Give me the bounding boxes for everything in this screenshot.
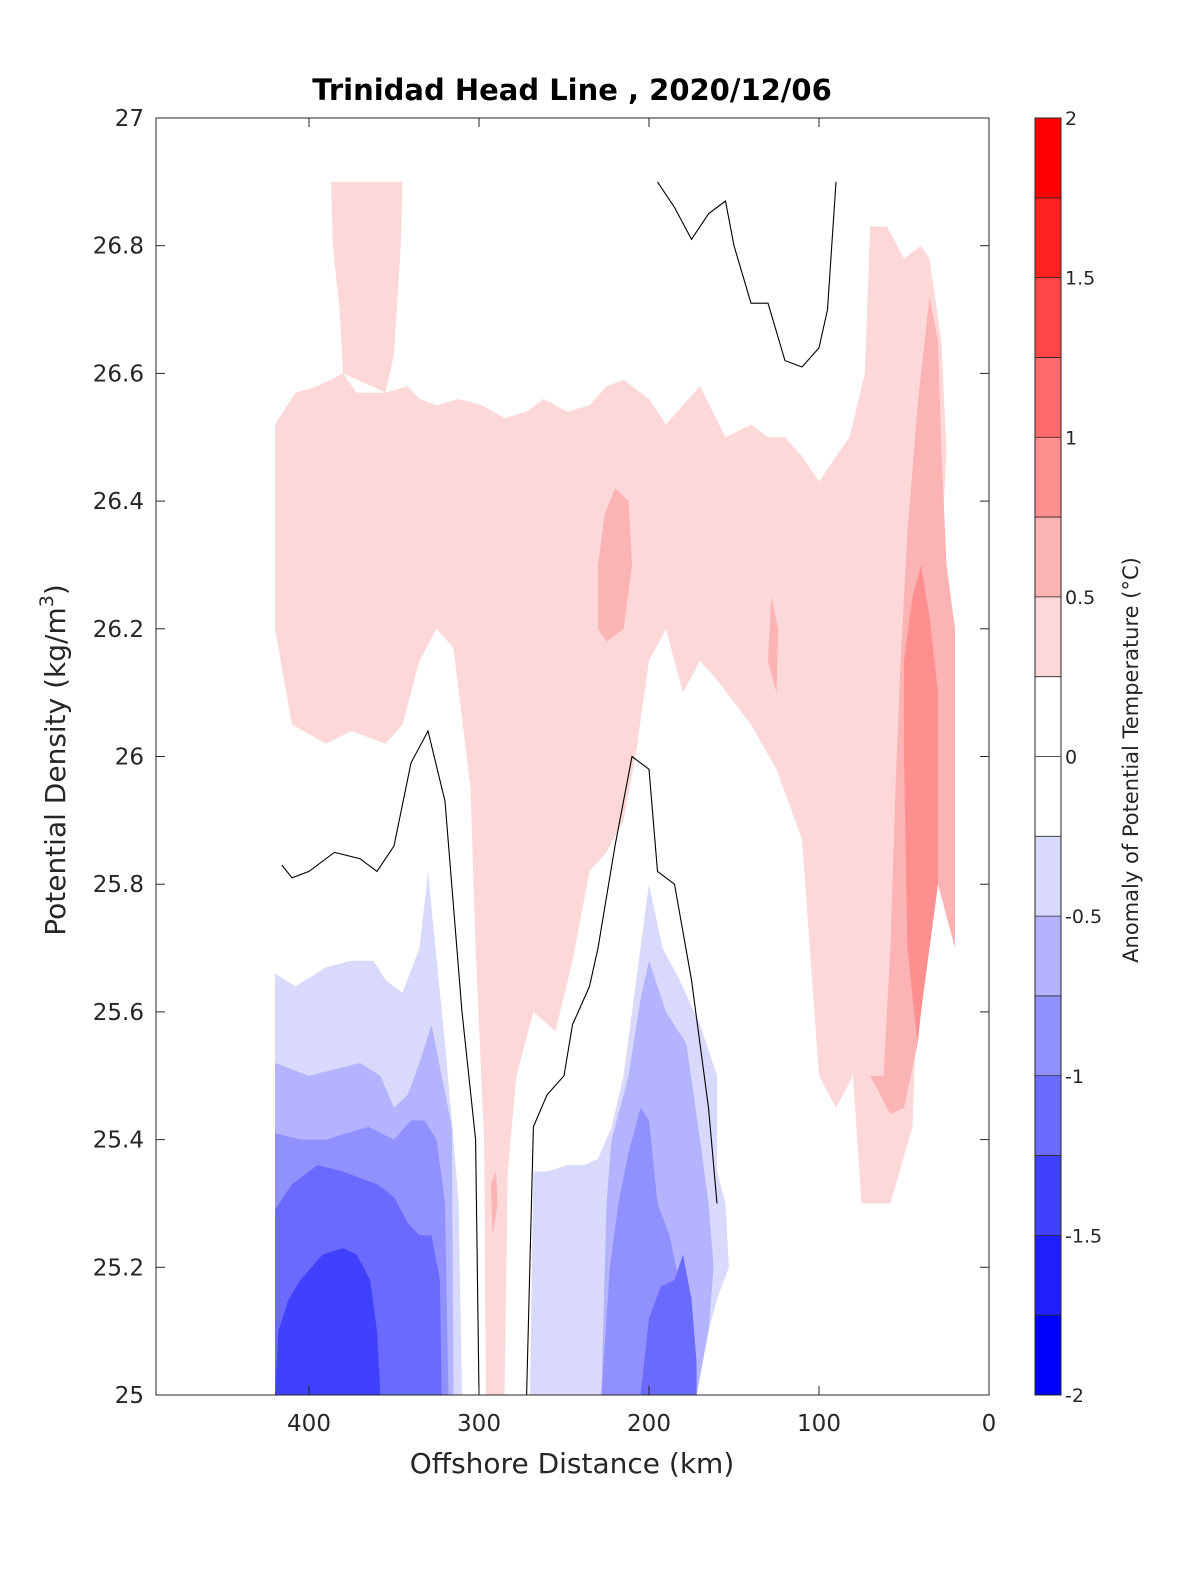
y-tick-label: 25.8: [93, 872, 144, 898]
y-tick-label: 26: [115, 745, 144, 771]
zero-contour-line-2: [657, 181, 837, 368]
y-axis-title-close: ): [39, 584, 72, 595]
colorbar-tick-label: -0.5: [1065, 906, 1102, 928]
colorbar-bands: [1035, 118, 1061, 1396]
colorbar-tick-label: 0: [1065, 747, 1077, 769]
colorbar-frame: [1034, 117, 1062, 1396]
colorbar-tick-label: 1.5: [1065, 268, 1095, 290]
colorbar-band: [1035, 836, 1061, 917]
colorbar-band: [1035, 517, 1061, 598]
x-tick-label: 300: [457, 1411, 501, 1437]
y-tick-label: 25.4: [93, 1128, 144, 1154]
y-tick-label: 27: [115, 106, 144, 132]
colorbar-band: [1035, 1075, 1061, 1157]
colorbar-title: Anomaly of Potential Temperature (°C): [1119, 557, 1143, 963]
y-tick-label: 25.6: [93, 1000, 144, 1026]
x-tick-label: 0: [982, 1411, 997, 1437]
colorbar-tick-label: -1: [1065, 1066, 1084, 1088]
contour-region-1: [819, 839, 870, 1012]
colorbar-tick-label: -2: [1065, 1385, 1084, 1407]
y-axis-title-main: Potential Density (kg/m: [39, 607, 72, 936]
y-tick-label: 25: [115, 1383, 144, 1409]
y-tick-label: 25.2: [93, 1255, 144, 1281]
contour-region-5: [490, 1171, 498, 1236]
zero-contour-line-1: [526, 755, 718, 1396]
x-tick-label: 200: [627, 1411, 671, 1437]
colorbar-tick-label: 1: [1065, 427, 1077, 449]
zero-contour-layer: [281, 181, 837, 1396]
colorbar-band: [1035, 357, 1061, 438]
colorbar-tick-label: 0.5: [1065, 587, 1095, 609]
y-axis-title: Potential Density (kg/m3): [36, 584, 72, 936]
colorbar-band: [1035, 1315, 1061, 1396]
contour-fill-layer: [275, 181, 955, 1395]
contour-region-6: [904, 564, 938, 1044]
colorbar-band: [1035, 1235, 1061, 1316]
colorbar-band: [1035, 437, 1061, 518]
colorbar-tick-label: 2: [1065, 108, 1077, 130]
colorbar-ticks: 2 1.5 1 0.5 0 -0.5 -1 -1.5 -2: [1065, 108, 1102, 1407]
y-tick-label: 26.2: [93, 617, 144, 643]
colorbar-tick-label: -1.5: [1065, 1225, 1102, 1247]
y-axis-title-superscript: 3: [36, 595, 58, 607]
x-axis: 400 300 200 100 0: [287, 118, 996, 1437]
colorbar-band: [1035, 676, 1061, 757]
colorbar-band: [1035, 596, 1061, 678]
colorbar-band: [1035, 197, 1061, 279]
y-tick-label: 26.4: [93, 489, 144, 515]
colorbar: 2 1.5 1 0.5 0 -0.5 -1 -1.5 -2 Anomaly of Potenti…: [1034, 108, 1143, 1407]
plot-area: 400 300 200 100 0 25 25.2 25.4 25.6 25.8 26 26.2 26…: [93, 106, 997, 1437]
colorbar-band: [1035, 277, 1061, 358]
y-tick-label: 26.6: [93, 361, 144, 387]
x-tick-label: 400: [287, 1411, 331, 1437]
x-tick-label: 100: [797, 1411, 841, 1437]
zero-contour-line-0: [281, 729, 480, 1396]
contour-region-15: [275, 1248, 381, 1395]
colorbar-band: [1035, 995, 1061, 1077]
chart-title: Trinidad Head Line , 2020/12/06: [312, 73, 832, 107]
colorbar-band: [1035, 916, 1061, 997]
x-axis-title: Offshore Distance (km): [410, 1447, 735, 1480]
y-tick-label: 26.8: [93, 234, 144, 260]
y-axis: 25 25.2 25.4 25.6 25.8 26 26.2 26.4 26.6 26.8 27: [93, 106, 989, 1409]
contour-region-14: [640, 1254, 697, 1395]
contour-region-3: [598, 488, 632, 642]
colorbar-band: [1035, 118, 1061, 199]
colorbar-band: [1035, 756, 1061, 837]
contour-region-0: [275, 181, 947, 1395]
colorbar-band: [1035, 1155, 1061, 1236]
contour-region-4: [768, 596, 779, 693]
